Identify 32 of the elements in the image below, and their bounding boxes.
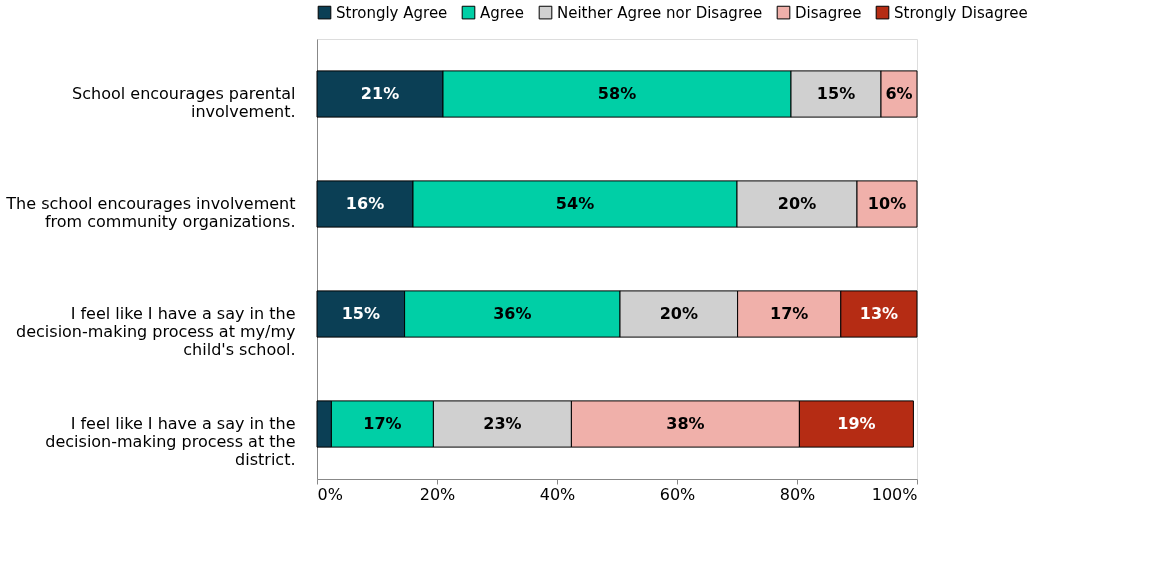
data-label: 15% (816, 84, 856, 103)
data-label: 54% (555, 194, 595, 213)
data-label: 6% (885, 84, 913, 103)
x-tick-label: 0% (317, 484, 343, 504)
legend-label: Disagree (795, 3, 862, 22)
data-label: 36% (493, 304, 532, 323)
legend-label: Strongly Agree (336, 3, 448, 22)
data-label: 58% (597, 84, 637, 103)
data-label: 10% (867, 194, 907, 213)
data-label: 21% (360, 84, 400, 103)
data-label: 17% (363, 414, 402, 433)
x-tick-label: 40% (539, 484, 576, 504)
y-tick-label: I feel like I have a say in the decision-making process at the district. (45, 414, 296, 469)
data-label: 16% (345, 194, 385, 213)
data-label: 13% (859, 304, 899, 323)
y-tick-label: The school encourages involvement from community organizations. (5, 194, 296, 231)
legend-label: Strongly Disagree (894, 3, 1028, 22)
data-label: 15% (341, 304, 380, 323)
x-tick-label: 80% (779, 484, 816, 504)
data-label: 38% (666, 414, 705, 433)
data-label: 23% (483, 414, 522, 433)
legend-label: Agree (480, 3, 525, 22)
x-tick-label: 20% (419, 484, 456, 504)
y-tick-label: I feel like I have a say in the decision-making process at my/my child's school. (16, 304, 296, 359)
x-tick-label: 60% (659, 484, 696, 504)
data-label: 19% (837, 414, 876, 433)
x-tick-label: 100% (871, 484, 918, 504)
data-label: 20% (777, 194, 817, 213)
legend-label: Neither Agree nor Disagree (557, 3, 763, 22)
data-label: 20% (659, 304, 698, 323)
data-label: 17% (770, 304, 809, 323)
y-tick-label: School encourages parental involvement. (72, 84, 296, 121)
